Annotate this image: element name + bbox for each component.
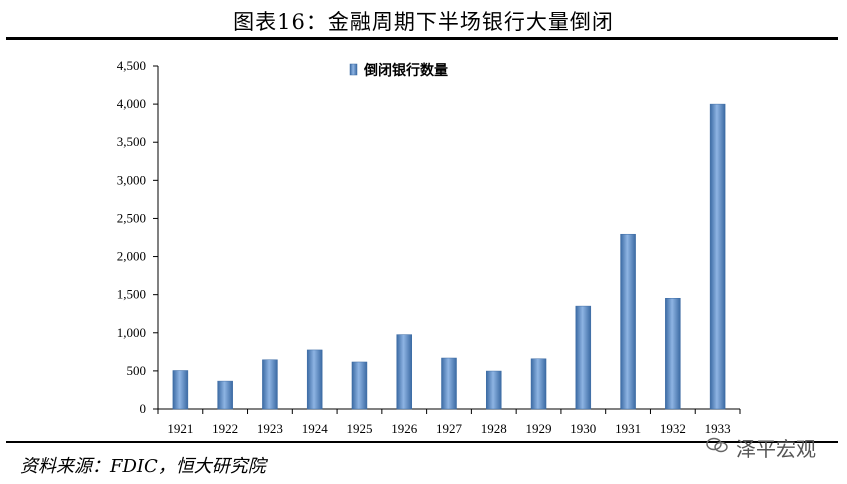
y-tick-label: 500 [127, 363, 147, 378]
x-tick-label: 1929 [526, 421, 552, 436]
bar [351, 361, 368, 410]
x-tick-label: 1925 [346, 421, 372, 436]
x-tick-label: 1923 [257, 421, 283, 436]
bar [620, 233, 636, 410]
x-tick-label: 1927 [436, 421, 463, 436]
bottom-rule [6, 441, 838, 443]
y-tick-label: 0 [140, 401, 147, 416]
bar [306, 349, 323, 410]
bar [575, 305, 592, 410]
bar [665, 297, 681, 410]
bar [486, 370, 502, 410]
bar [172, 370, 189, 410]
bar-series [172, 103, 726, 410]
x-tick-label: 1921 [167, 421, 193, 436]
bar [709, 103, 726, 410]
y-tick-label: 2,500 [117, 210, 146, 225]
legend-label: 倒闭银行数量 [363, 62, 448, 79]
legend-swatch [349, 63, 358, 76]
x-axis: 1921 1922 1923 1924 1925 1926 1927 1928 1929 1930… [157, 408, 741, 436]
x-tick-label: 1930 [570, 421, 596, 436]
legend: 倒闭银行数量 [349, 62, 448, 79]
y-tick-label: 3,000 [117, 172, 146, 187]
x-tick-label: 1926 [391, 421, 418, 436]
wechat-icon [706, 437, 728, 453]
x-tick-label: 1932 [660, 421, 686, 436]
top-rule [6, 37, 838, 40]
y-tick-label: 3,500 [117, 134, 146, 149]
y-axis: 0 500 1,000 1,500 2,000 2,500 3,000 3,500 4,000 4… [117, 58, 159, 416]
x-tick-label: 1933 [705, 421, 731, 436]
bar [530, 358, 547, 410]
x-tick-label: 1922 [212, 421, 238, 436]
y-tick-label: 4,000 [117, 96, 146, 111]
watermark-text: 泽平宏观 [736, 437, 816, 461]
bar [217, 380, 233, 410]
source-note: 资料来源：FDIC，恒大研究院 [20, 456, 266, 477]
y-tick-label: 1,500 [117, 287, 146, 302]
x-tick-label: 1928 [481, 421, 507, 436]
chart-figure-title: 图表16：金融周期下半场银行大量倒闭 [233, 10, 614, 34]
y-tick-label: 2,000 [117, 249, 146, 264]
bar [441, 357, 457, 410]
bar [396, 334, 412, 410]
y-tick-label: 1,000 [117, 325, 146, 340]
y-tick-label: 4,500 [117, 58, 146, 73]
bar [262, 359, 278, 410]
x-tick-label: 1924 [302, 421, 329, 436]
x-tick-label: 1931 [615, 421, 641, 436]
